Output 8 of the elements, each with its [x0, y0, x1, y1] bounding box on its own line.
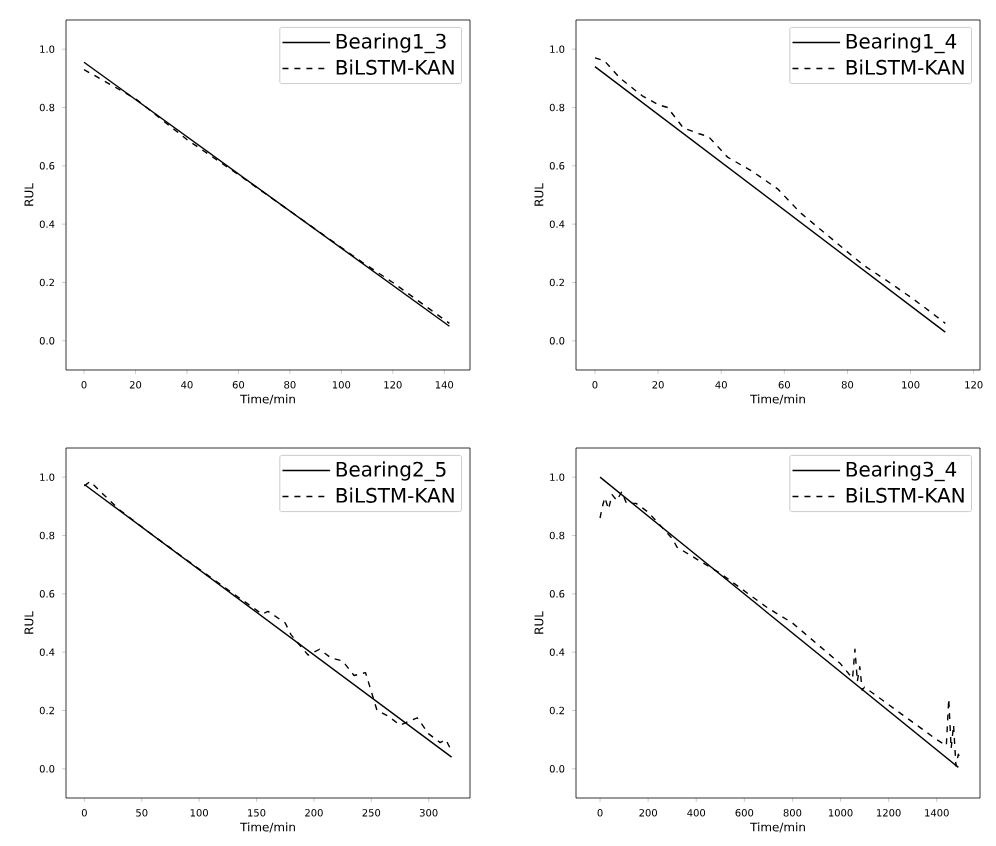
- legend-label: Bearing1_4: [846, 33, 957, 54]
- legend-label: BiLSTM-KAN: [336, 487, 454, 503]
- legend-label: BiLSTM-KAN: [846, 487, 964, 503]
- legend-label: Bearing3_4: [846, 461, 957, 482]
- legend-label: Bearing2_5: [336, 461, 446, 482]
- legend-label: BiLSTM-KAN: [846, 59, 964, 75]
- legend-label: BiLSTM-KAN: [336, 59, 454, 75]
- legend-label: Bearing1_3: [336, 33, 446, 54]
